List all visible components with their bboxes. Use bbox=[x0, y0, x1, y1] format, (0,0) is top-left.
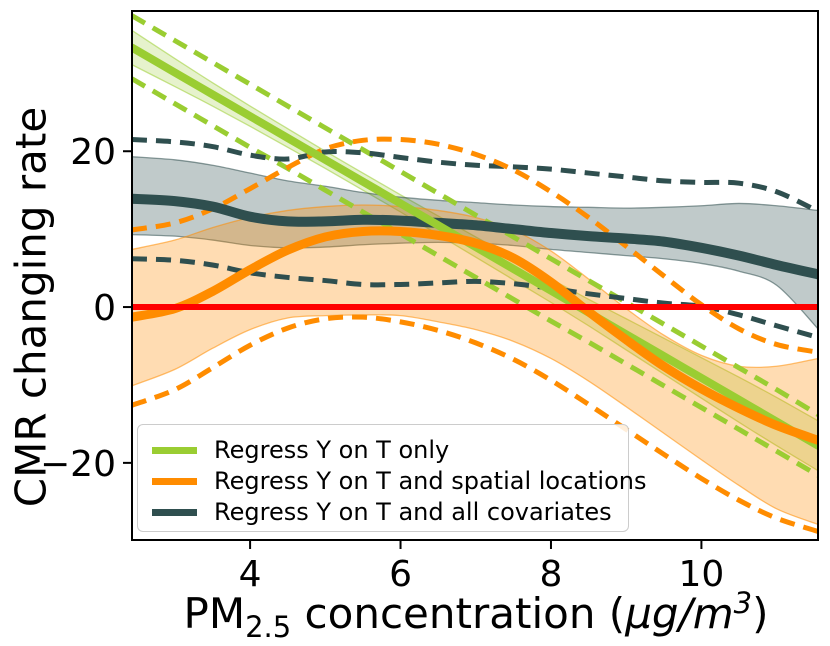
fitted-line bbox=[132, 193, 818, 280]
ci-dashed-line bbox=[132, 137, 818, 214]
fitted-line bbox=[132, 226, 818, 445]
legend-entry-regress-t-only: Regress Y on T only bbox=[152, 435, 628, 465]
ci-dashed-line bbox=[132, 256, 818, 340]
y-axis-label: CMR changing rate bbox=[6, 106, 56, 508]
y-tick-label: 20 bbox=[70, 132, 116, 173]
legend-swatch-green bbox=[152, 446, 197, 454]
axes-border bbox=[131, 10, 819, 541]
x-axis-label-mid: concentration ( bbox=[291, 589, 626, 638]
ci-dashed-line bbox=[132, 76, 818, 478]
x-axis-label-subscript: 2.5 bbox=[245, 610, 292, 644]
x-tick-label: 6 bbox=[389, 554, 412, 595]
legend-label: Regress Y on T and all covariates bbox=[214, 498, 612, 526]
x-tick-label: 8 bbox=[540, 554, 563, 595]
x-axis-label-superscript: 3 bbox=[733, 586, 753, 620]
legend-box: Regress Y on T only Regress Y on T and s… bbox=[137, 424, 646, 532]
x-axis-label-unit: μg/m bbox=[625, 589, 734, 638]
x-axis-label-close: ) bbox=[752, 589, 769, 638]
x-axis-label: PM2.5 concentration (μg/m3) bbox=[184, 586, 769, 644]
ci-dashed-line bbox=[132, 13, 818, 417]
x-tick-label: 10 bbox=[679, 554, 725, 595]
legend-label: Regress Y on T and spatial locations bbox=[214, 467, 647, 495]
ci-dashed-line bbox=[132, 314, 818, 534]
x-axis-label-prefix: PM bbox=[183, 589, 246, 638]
legend-entry-regress-t-spatial: Regress Y on T and spatial locations bbox=[152, 466, 646, 496]
legend-label: Regress Y on T only bbox=[214, 436, 450, 464]
y-tick-label: −20 bbox=[40, 444, 116, 485]
legend-entry-regress-t-covariates: Regress Y on T and all covariates bbox=[152, 497, 628, 527]
x-tick-label: 4 bbox=[239, 554, 262, 595]
legend-swatch-darkslate bbox=[152, 508, 197, 516]
legend-swatch-orange bbox=[152, 477, 197, 485]
plot-area bbox=[132, 13, 818, 534]
y-tick-label: 0 bbox=[93, 288, 116, 329]
